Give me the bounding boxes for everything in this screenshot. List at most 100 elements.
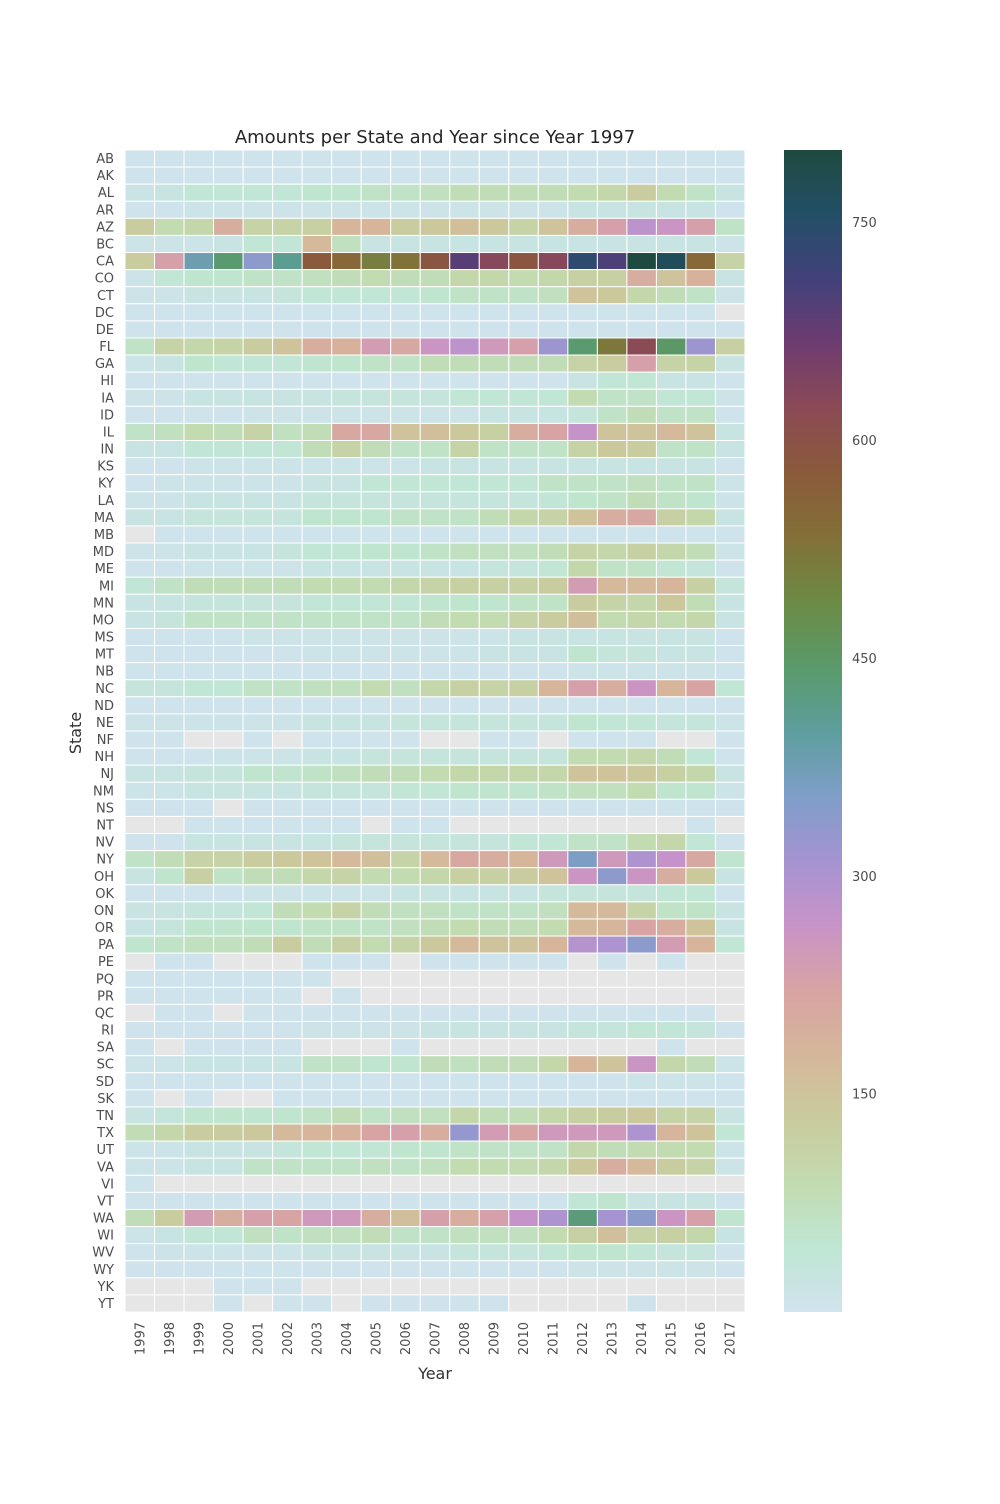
heatmap-cell: [596, 1038, 628, 1057]
heatmap-cell: [714, 491, 746, 510]
heatmap-cell: [154, 1106, 185, 1125]
heatmap-cell: [714, 867, 746, 886]
heatmap-cell: [272, 815, 303, 835]
heatmap-cell: [154, 542, 185, 561]
heatmap-cell: [360, 1072, 392, 1091]
y-tick-label: KY: [98, 477, 114, 492]
x-tick-label: 2003: [310, 1322, 325, 1355]
heatmap-cell: [360, 662, 392, 681]
x-tick-label: 2007: [429, 1322, 444, 1355]
heatmap-cell: [242, 1191, 274, 1210]
heatmap-cell: [272, 286, 303, 305]
heatmap-cell: [124, 508, 156, 527]
heatmap-cell: [596, 457, 628, 476]
heatmap-cell: [537, 286, 569, 305]
heatmap-cell: [596, 679, 628, 698]
heatmap-cell: [360, 269, 392, 288]
heatmap-cell: [419, 593, 451, 612]
heatmap-cell: [714, 200, 746, 219]
heatmap-cell: [213, 405, 244, 424]
heatmap-cell: [685, 1106, 716, 1125]
heatmap-cell: [537, 610, 569, 629]
heatmap-cell: [242, 662, 274, 681]
heatmap-cell: [478, 217, 510, 236]
heatmap-cell: [360, 867, 392, 886]
heatmap-cell: [213, 1003, 244, 1022]
heatmap-cell: [242, 645, 274, 664]
heatmap-cell: [124, 1055, 156, 1074]
heatmap-cell: [331, 1157, 362, 1176]
heatmap-cell: [478, 252, 510, 271]
heatmap-cell: [272, 593, 303, 612]
heatmap-cell: [331, 474, 362, 493]
heatmap-cell: [508, 1072, 539, 1091]
heatmap-cell: [685, 286, 716, 305]
heatmap-cell: [390, 286, 421, 305]
heatmap-cell: [478, 1072, 510, 1091]
heatmap-cell: [596, 542, 628, 561]
heatmap-cell: [390, 1294, 421, 1313]
heatmap-cell: [449, 320, 480, 339]
heatmap-cell: [537, 986, 569, 1005]
heatmap-cell: [508, 217, 539, 236]
heatmap-cell: [390, 542, 421, 561]
heatmap-cell: [478, 901, 510, 920]
heatmap-cell: [449, 286, 480, 305]
heatmap-cell: [567, 576, 598, 595]
heatmap-cell: [390, 1226, 421, 1245]
heatmap-cell: [242, 405, 274, 424]
heatmap-cell: [449, 969, 480, 988]
heatmap-cell: [655, 542, 687, 561]
heatmap-cell: [478, 747, 510, 766]
heatmap-cell: [272, 747, 303, 766]
heatmap-cell: [124, 1003, 156, 1022]
heatmap-cell: [478, 935, 510, 954]
heatmap-cell: [449, 884, 480, 903]
y-tick-label: DE: [96, 323, 114, 338]
heatmap-cell: [331, 559, 362, 578]
heatmap-cell: [508, 850, 539, 869]
heatmap-cell: [714, 593, 746, 612]
heatmap-cell: [508, 935, 539, 954]
heatmap-cell: [154, 798, 185, 817]
heatmap-cell: [419, 1243, 451, 1262]
heatmap-cell: [242, 388, 274, 407]
heatmap-cell: [655, 166, 687, 185]
heatmap-cell: [626, 593, 657, 612]
heatmap-cell: [685, 679, 716, 698]
heatmap-cell: [714, 662, 746, 681]
heatmap-cell: [242, 1208, 274, 1228]
heatmap-cell: [242, 1003, 274, 1022]
heatmap-cell: [301, 371, 333, 390]
heatmap-cell: [508, 320, 539, 339]
heatmap-cell: [154, 525, 185, 544]
heatmap-cell: [272, 1123, 303, 1142]
heatmap-cell: [655, 969, 687, 988]
heatmap-cell: [567, 252, 598, 271]
heatmap-cell: [567, 901, 598, 920]
heatmap-cell: [301, 576, 333, 595]
heatmap-cell: [449, 1123, 480, 1142]
heatmap-cell: [508, 1140, 539, 1159]
heatmap-cell: [655, 200, 687, 219]
heatmap-cell: [596, 645, 628, 664]
heatmap-cell: [301, 593, 333, 612]
heatmap-cell: [242, 457, 274, 476]
heatmap-cell: [537, 798, 569, 817]
heatmap-cell: [626, 1243, 657, 1262]
heatmap-cell: [360, 440, 392, 459]
heatmap-cell: [449, 542, 480, 561]
heatmap-cell: [331, 1294, 362, 1313]
heatmap-cell: [360, 1003, 392, 1022]
heatmap-cell: [655, 952, 687, 971]
heatmap-cell: [685, 713, 716, 732]
heatmap-cell: [183, 1157, 215, 1176]
heatmap-cell: [124, 354, 156, 373]
heatmap-cell: [390, 422, 421, 442]
heatmap-cell: [301, 747, 333, 766]
heatmap-cell: [331, 354, 362, 373]
heatmap-cell: [478, 405, 510, 424]
heatmap-cell: [390, 525, 421, 544]
heatmap-cell: [508, 918, 539, 937]
